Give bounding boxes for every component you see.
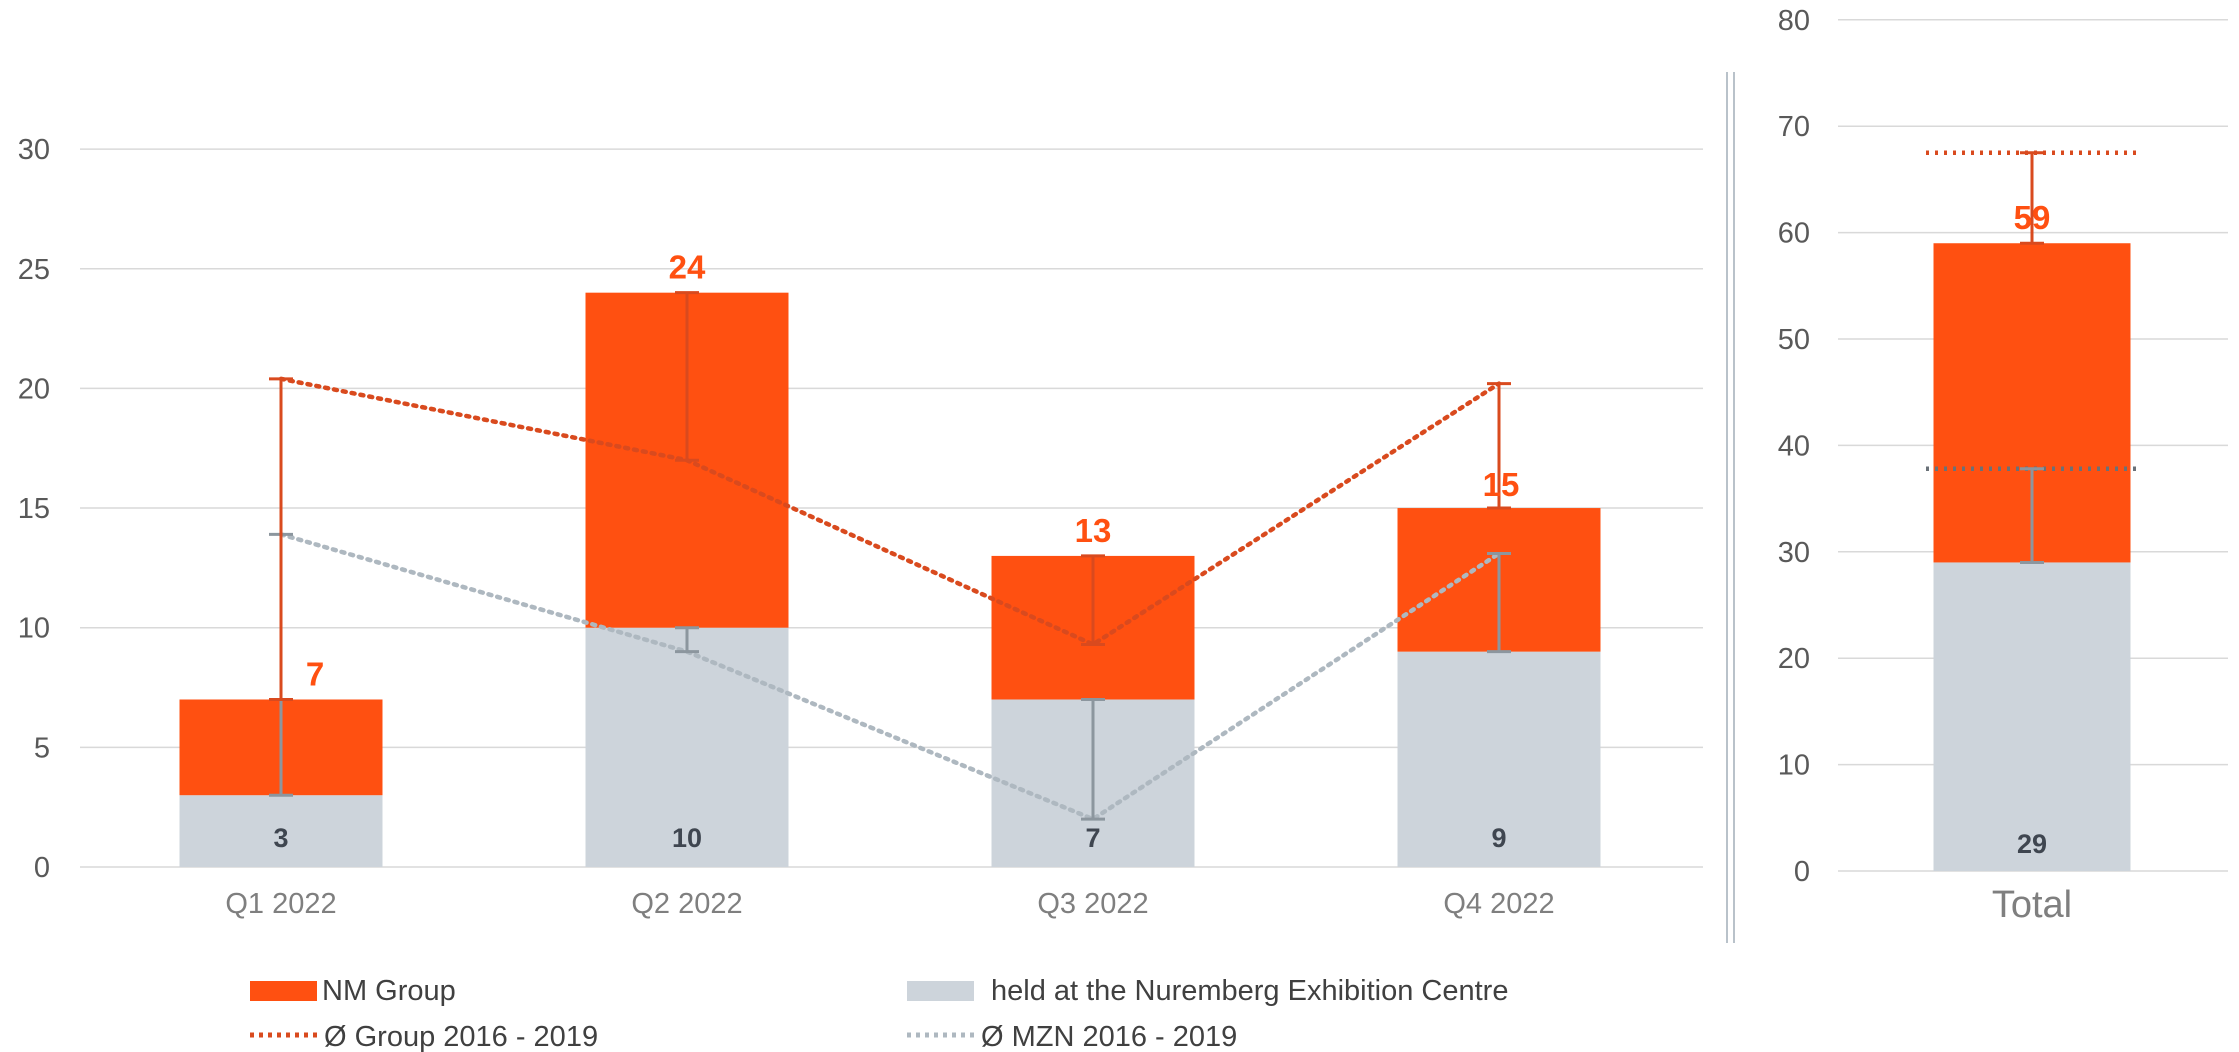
- y-tick-p1-30: 30: [1778, 537, 1810, 569]
- bar-nuremberg-p1-0: [1933, 562, 2131, 871]
- label-total-p0-1: 24: [669, 249, 706, 286]
- legend-label-group: NM Group: [322, 975, 456, 1007]
- label-total-p0-3: 15: [1483, 466, 1520, 503]
- x-category-p0-3: Q4 2022: [1443, 888, 1554, 920]
- error-bar-mzn-p0-3: [1487, 552, 1511, 654]
- x-category-p0-2: Q3 2022: [1037, 888, 1148, 920]
- error-bar-group-p0-1: [675, 291, 699, 462]
- label-nuremberg-p0-2: 7: [1085, 823, 1100, 853]
- legend-swatch-group: [250, 981, 317, 1001]
- label-total-p1-0: 59: [2014, 199, 2051, 236]
- y-tick-p1-60: 60: [1778, 218, 1810, 250]
- y-tick-p0-30: 30: [18, 134, 50, 166]
- y-tick-p0-20: 20: [18, 373, 50, 405]
- label-nuremberg-p0-0: 3: [273, 823, 288, 853]
- legend-swatch-nuremberg: [907, 981, 974, 1001]
- bar-nuremberg-p0-0: [179, 795, 383, 867]
- x-axis-categories: Q1 2022 Q2 2022 Q3 2022 Q4 2022 Total: [225, 884, 2072, 926]
- y-tick-p1-50: 50: [1778, 324, 1810, 356]
- error-bars: [269, 151, 2044, 821]
- x-category-p0-0: Q1 2022: [225, 888, 336, 920]
- average-lines: [278, 150, 2138, 822]
- y-tick-p1-0: 0: [1794, 856, 1810, 888]
- x-category-p1-0: Total: [1992, 884, 2072, 926]
- bar-nuremberg-p0-1: [585, 627, 789, 867]
- y-tick-p0-5: 5: [34, 732, 50, 764]
- bar-nuremberg-p0-3: [1397, 651, 1601, 867]
- y-axis-ticks: 0 5 10 15 20 25 30 0 10 20 30 40 50 60 70 80: [18, 5, 1810, 888]
- y-tick-p0-15: 15: [18, 493, 50, 525]
- x-category-p0-1: Q2 2022: [631, 888, 742, 920]
- y-tick-p1-40: 40: [1778, 430, 1810, 462]
- y-tick-p1-10: 10: [1778, 750, 1810, 782]
- error-bar-group-p0-2: [1081, 554, 1105, 646]
- label-total-p0-0: 7: [306, 655, 324, 692]
- legend: NM Group held at the Nuremberg Exhibitio…: [250, 975, 1508, 1052]
- legend-label-avg-group: Ø Group 2016 - 2019: [324, 1021, 598, 1052]
- error-bar-mzn-p0-1: [675, 626, 699, 654]
- error-bar-mzn-p0-2: [1081, 697, 1105, 821]
- error-bar-group-p1-0: [2020, 151, 2044, 245]
- label-nuremberg-p0-1: 10: [672, 823, 702, 853]
- label-total-p0-2: 13: [1075, 512, 1112, 549]
- panel-divider: [1726, 72, 1735, 943]
- y-tick-p1-20: 20: [1778, 643, 1810, 675]
- y-tick-p0-25: 25: [18, 254, 50, 286]
- line-avg-group-p0: [278, 376, 1502, 648]
- error-bar-group-p0-3: [1487, 382, 1511, 510]
- y-tick-p1-80: 80: [1778, 5, 1810, 37]
- y-tick-p1-70: 70: [1778, 111, 1810, 143]
- label-nuremberg-p0-3: 9: [1491, 823, 1506, 853]
- error-bar-group-p0-0: [269, 377, 293, 701]
- legend-label-nuremberg: held at the Nuremberg Exhibition Centre: [991, 975, 1508, 1007]
- label-nuremberg-p1-0: 29: [2017, 829, 2047, 859]
- legend-label-avg-mzn: Ø MZN 2016 - 2019: [981, 1021, 1237, 1052]
- line-avg-mzn-p0: [278, 532, 1502, 822]
- data-labels: 7 3 24 10 13 7 15 9 59 29: [273, 199, 2050, 859]
- y-tick-p0-0: 0: [34, 852, 50, 884]
- error-bar-mzn-p1-0: [2020, 467, 2044, 564]
- y-tick-p0-10: 10: [18, 613, 50, 645]
